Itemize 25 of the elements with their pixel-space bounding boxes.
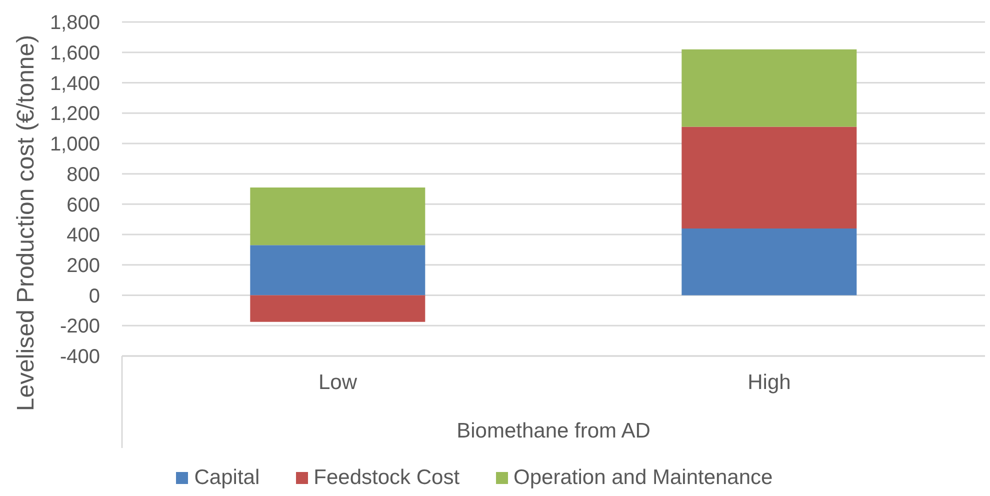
bar xyxy=(682,228,857,296)
y-tick-label: 800 xyxy=(66,164,100,186)
y-tick-label: 0 xyxy=(88,285,100,308)
y-tick-label: 1,200 xyxy=(50,103,100,126)
legend-label: Feedstock Cost xyxy=(314,466,460,489)
y-tick-label: 1,000 xyxy=(50,134,100,156)
x-axis-title: Biomethane from AD xyxy=(456,420,650,442)
bar xyxy=(250,295,426,322)
y-axis-title: Levelised Production cost (€/tonne) xyxy=(12,34,40,412)
x-tick-label: High xyxy=(748,370,791,394)
legend-label: Operation and Maintenance xyxy=(514,466,773,489)
y-tick-label: 200 xyxy=(66,255,100,278)
y-tick-label: 1,800 xyxy=(50,12,100,34)
bar xyxy=(250,187,426,246)
bar xyxy=(682,49,857,127)
y-tick-label: -200 xyxy=(60,316,100,338)
y-tick-label: -400 xyxy=(60,346,100,368)
bar xyxy=(250,245,426,296)
y-tick-label: 1,400 xyxy=(50,72,100,95)
bar xyxy=(682,126,857,228)
x-tick-label: Low xyxy=(318,370,358,394)
y-tick-label: 600 xyxy=(66,194,100,216)
y-tick-label: 1,600 xyxy=(50,42,100,64)
legend-label: Capital xyxy=(194,466,260,489)
y-tick-label: 400 xyxy=(66,224,100,247)
